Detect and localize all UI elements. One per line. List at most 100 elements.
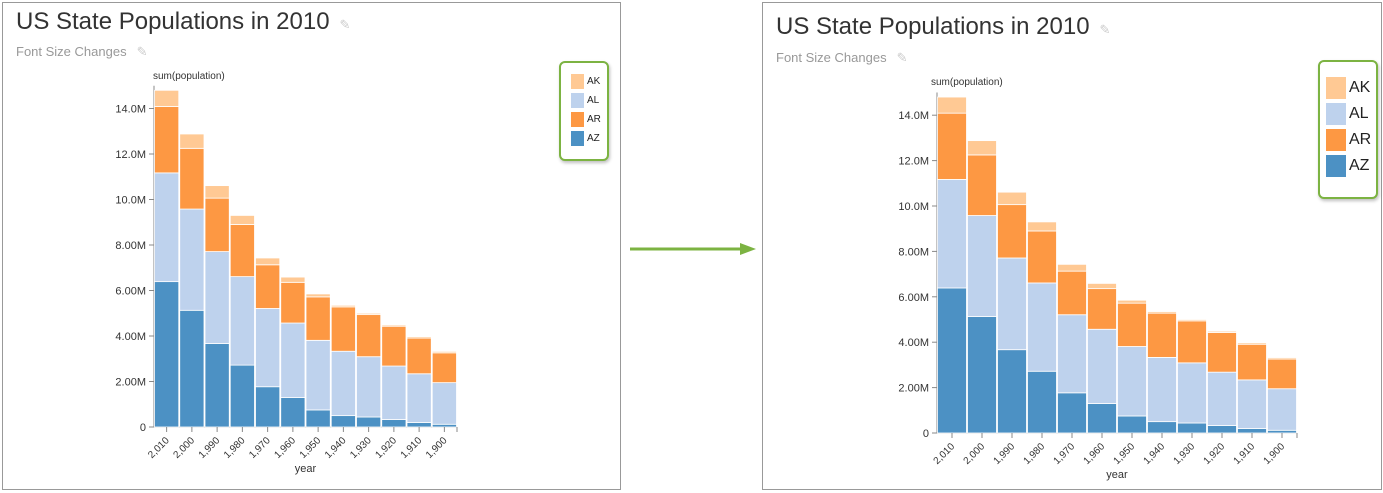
bar-ar (1237, 343, 1267, 381)
legend: AK AL AR AZ (559, 61, 609, 161)
x-tick-label: 1,930 (1172, 441, 1198, 467)
bar-al (280, 322, 306, 398)
bar-az (406, 422, 432, 428)
x-tick-label: 2,010 (932, 441, 958, 467)
x-tick-label: 1,940 (1142, 441, 1168, 467)
y-axis-label: sum(population) (931, 77, 1003, 88)
bar-ar (1177, 320, 1207, 364)
x-axis-label: year (1106, 469, 1128, 481)
y-tick-label: 0 (923, 428, 929, 440)
bar-ak (1237, 342, 1267, 345)
bar-ar (937, 112, 967, 180)
bar-ar (356, 314, 382, 358)
y-tick-label: 8.00M (898, 246, 929, 258)
legend-label: AR (1349, 131, 1372, 148)
bar-al (1237, 379, 1267, 429)
y-tick-label: 10.0M (115, 195, 146, 207)
bar-al (356, 356, 382, 418)
x-tick-label: 2,000 (172, 435, 198, 461)
y-tick-label: 4.00M (898, 337, 929, 349)
bar-al (1267, 388, 1297, 431)
legend-item-ak[interactable]: AK (571, 72, 607, 91)
bar-ak (330, 304, 356, 308)
x-tick-label: 1,980 (222, 435, 248, 461)
y-tick-label: 8.00M (115, 240, 146, 252)
bar-ar (229, 224, 255, 278)
bar-az (229, 364, 255, 428)
bar-al (997, 257, 1027, 351)
bar-ar (1117, 302, 1147, 347)
bar-az (1087, 403, 1117, 434)
x-tick-label: 1,930 (348, 435, 374, 461)
bar-al (1027, 282, 1057, 372)
bar-ak (1207, 330, 1237, 333)
pencil-icon[interactable]: ✎ (1099, 22, 1111, 37)
x-tick-label: 1,900 (1262, 441, 1288, 467)
bar-al (937, 179, 967, 289)
y-tick-label: 2.00M (115, 377, 146, 389)
y-tick-label: 12.0M (898, 156, 929, 168)
bar-az (1267, 429, 1297, 434)
x-tick-label: 1,990 (992, 441, 1018, 467)
bar-az (1117, 415, 1147, 434)
chart-panel-after: sum(population) 0 2.00M 4.00M 6.00M 8.00M 10.0… (762, 2, 1382, 490)
bar-al (1177, 362, 1207, 424)
bar-ak (937, 96, 967, 114)
x-tick-label: 1,970 (247, 435, 273, 461)
y-axis-label: sum(population) (153, 71, 225, 82)
bar-az (1027, 370, 1057, 434)
arrow-right-icon (630, 243, 756, 255)
bar-ak (1267, 357, 1297, 360)
pencil-icon[interactable]: ✎ (136, 44, 148, 59)
bar-az (1177, 422, 1207, 434)
legend-item-al[interactable]: AL (1326, 101, 1376, 127)
legend-item-az[interactable]: AZ (571, 129, 607, 148)
bar-az (1237, 428, 1267, 434)
bar-az (431, 423, 457, 428)
bar-ak (356, 312, 382, 316)
y-tick-label: 14.0M (898, 110, 929, 122)
legend-label: AK (1349, 79, 1371, 96)
y-tick-label: 0 (140, 422, 146, 434)
bar-al (330, 350, 356, 417)
bar-al (229, 276, 255, 366)
chart-subtitle-text: Font Size Changes (16, 44, 127, 59)
bar-ar (1057, 270, 1087, 316)
legend-item-az[interactable]: AZ (1326, 153, 1376, 179)
bar-al (204, 251, 230, 344)
legend-item-ak[interactable]: AK (1326, 75, 1376, 101)
chart-subtitle-text: Font Size Changes (776, 50, 887, 65)
legend-label: AR (587, 114, 601, 125)
legend-item-al[interactable]: AL (571, 91, 607, 110)
chart-panel-before: sum(population) 0 2.00M 4.00M 6.00M 8.00M 10.0… (2, 2, 621, 490)
pencil-icon[interactable]: ✎ (339, 17, 351, 32)
legend-swatch (571, 112, 584, 127)
stacked-bar-chart: sum(population) 0 2.00M 4.00M 6.00M 8.00M 10.0… (898, 77, 1298, 481)
bar-az (154, 281, 180, 428)
bar-ak (431, 350, 457, 354)
x-tick-label: 1,970 (1052, 441, 1078, 467)
bar-ak (305, 293, 331, 298)
legend-label: AZ (587, 133, 600, 144)
legend-item-ar[interactable]: AR (571, 110, 607, 129)
chart-subtitle[interactable]: Font Size Changes ✎ (776, 50, 907, 66)
bar-ak (1057, 263, 1087, 272)
bar-ak (967, 140, 997, 156)
bar-ak (997, 191, 1027, 206)
x-tick-label: 1,920 (1202, 441, 1228, 467)
bar-al (1057, 314, 1087, 394)
chart-title[interactable]: US State Populations in 2010 ✎ (776, 13, 1110, 41)
pencil-icon[interactable]: ✎ (896, 50, 908, 65)
legend-swatch (571, 93, 584, 108)
legend-label: AL (587, 95, 600, 106)
bar-ak (1027, 221, 1057, 232)
legend-swatch (571, 74, 584, 89)
chart-title[interactable]: US State Populations in 2010 ✎ (16, 8, 350, 36)
legend-label: AL (1349, 105, 1369, 122)
bar-ar (305, 296, 331, 341)
chart-subtitle[interactable]: Font Size Changes ✎ (16, 44, 147, 60)
x-tick-label: 1,980 (1022, 441, 1048, 467)
bar-ar (967, 154, 997, 216)
legend-item-ar[interactable]: AR (1326, 127, 1376, 153)
bar-az (1057, 392, 1087, 434)
